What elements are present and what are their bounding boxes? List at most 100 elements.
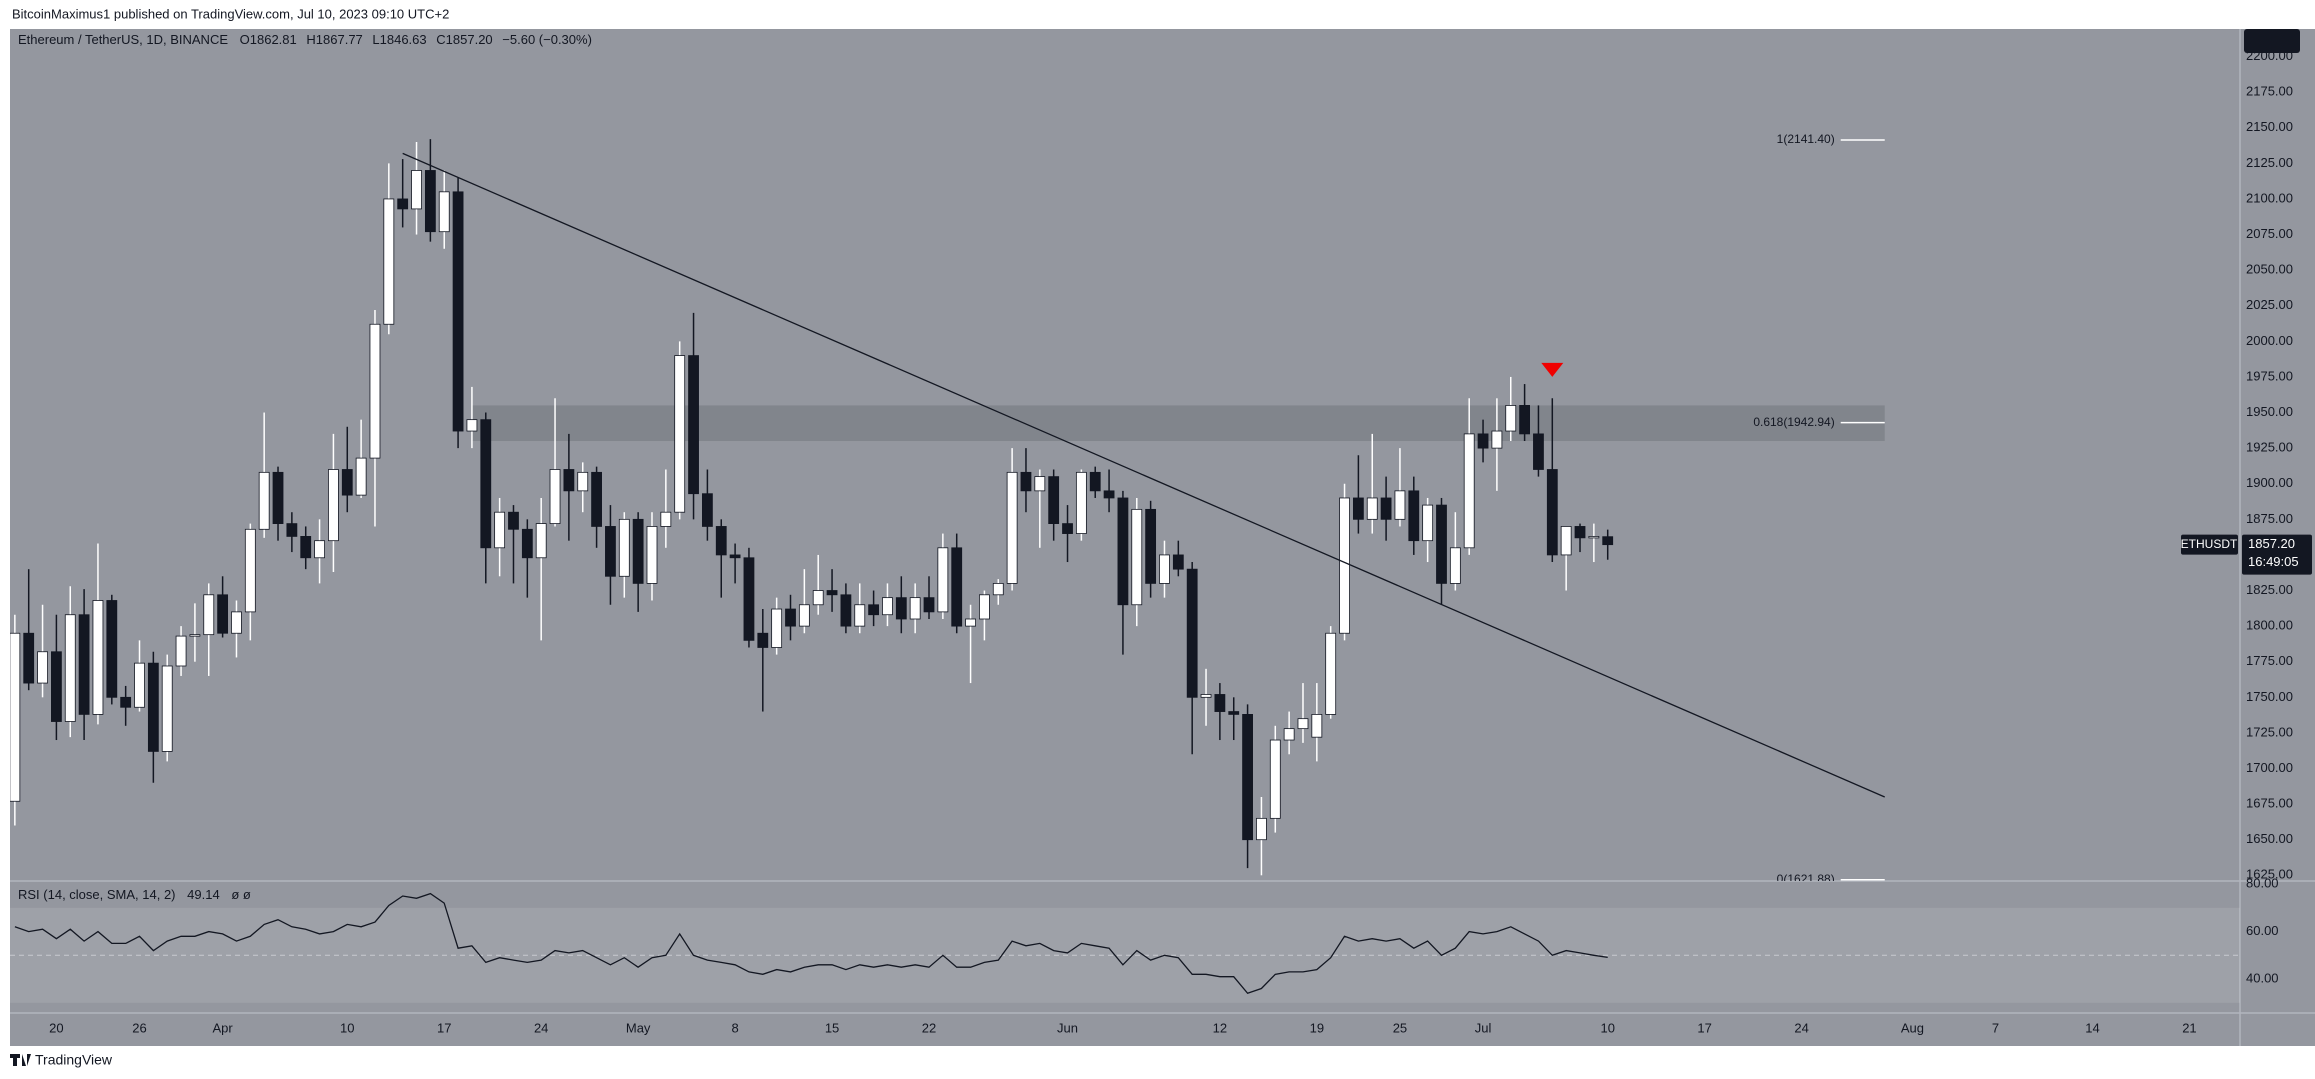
candle-body [701,493,713,527]
candle-body [521,528,533,559]
candle-body [258,471,270,530]
candle-body [1020,471,1032,492]
candle-body [134,662,145,708]
x-tick-label: May [626,1020,651,1035]
candle-body [1256,817,1267,841]
x-tick-label: 17 [437,1020,451,1035]
candle-body [1505,405,1517,432]
rsi-last: 49.14 [187,887,220,902]
candle-body [203,594,215,636]
candle-body [1034,476,1046,492]
candle-body [535,523,547,559]
symbol-tag [2181,534,2238,555]
candle-body [92,600,104,715]
x-tick-label: Jun [1057,1020,1078,1035]
candle-body [1463,433,1475,549]
candle-body [812,590,824,606]
candle-body [1366,497,1378,520]
candle-body [508,511,519,530]
candle-body [895,597,907,620]
candle-body [1283,728,1295,741]
candle-body [563,469,575,492]
publish-header: BitcoinMaximus1 published on TradingView… [12,6,449,21]
candle-body [1588,536,1600,539]
candle-body [78,614,90,715]
candle-body [882,597,893,616]
legend-change: −5.60 (−0.30%) [502,32,592,47]
candle-body [23,632,35,684]
candle-body [1048,476,1060,524]
legend-value: 1867.77 [316,32,363,47]
y-tick-label: 1950.00 [2246,404,2293,419]
candle-body [1200,694,1212,698]
candle-body [175,635,187,667]
candle-body [1297,718,1309,730]
candle-body [951,547,963,627]
candle-body [1477,433,1489,449]
candle-body [605,526,616,577]
candle-body [1089,471,1101,492]
footer-brand: TradingView [35,1052,113,1068]
candle-body [1214,694,1226,712]
x-tick-label: 24 [534,1020,548,1035]
rsi-title: RSI (14, close, SMA, 14, 2) [18,887,176,902]
chart-button[interactable] [2244,29,2300,53]
y-tick-label: 1825.00 [2246,582,2293,597]
candle-body [189,634,201,637]
candle-body [1242,714,1253,841]
candle-body [965,618,976,627]
main-pane: 1(2141.40) 0.618(1942.94) 0(1621.88) [10,132,1885,881]
candle-body [646,526,658,584]
price-tag [2242,534,2312,575]
y-tick-label: 1750.00 [2246,689,2293,704]
candle-body [494,511,506,549]
candle-body [1602,536,1614,546]
candle-body [1533,433,1544,470]
legend-key: C [436,32,445,47]
candle-body [397,198,409,210]
rsi-pane [10,892,2240,1003]
y-tick-label: 2050.00 [2246,262,2293,277]
candle-body [411,170,422,210]
fib-label: 0.618(1942.94) [1753,415,1834,429]
candle-body [771,608,783,648]
candle-body [106,600,118,698]
x-tick-label: 26 [132,1020,146,1035]
y-tick-label: 1725.00 [2246,724,2293,739]
candle-body [785,608,796,627]
y-tick-label: 1700.00 [2246,760,2293,775]
candle-body [1560,526,1572,556]
candle-body [577,471,589,492]
y-tick-label: 1775.00 [2246,653,2293,668]
candle-body [549,469,561,524]
candle-body [217,594,229,634]
candle-body [1172,554,1184,570]
legend-symbol: Ethereum / TetherUS, 1D, BINANCE [18,32,228,47]
y-tick-label: 2100.00 [2246,190,2293,205]
candle-body [743,557,755,641]
logo-icon [10,1054,31,1066]
y-tick-label: 2000.00 [2246,333,2293,348]
candle-body [688,355,699,495]
candle-body [1131,508,1143,606]
legend-key: H [306,32,315,47]
rsi-legend: RSI (14, close, SMA, 14, 2) 49.14 ø ø [18,887,251,902]
candle-body [1449,547,1461,584]
candle-body [826,590,838,596]
candle-body [1574,526,1586,539]
y-tick-label: 1675.00 [2246,796,2293,811]
candle-body [1228,711,1240,715]
x-tick-label: 10 [340,1020,354,1035]
candle-body [632,518,644,584]
candle-body [10,632,21,802]
candle-body [314,540,325,559]
candle-body [1269,739,1281,819]
candle-body [1186,568,1198,698]
candle-body [161,665,173,752]
candle-body [369,323,381,459]
x-tick-label: 22 [922,1020,936,1035]
price-tag-text: 1857.20 [2248,536,2295,551]
candle-body [757,632,769,648]
candle-body [1117,497,1129,606]
